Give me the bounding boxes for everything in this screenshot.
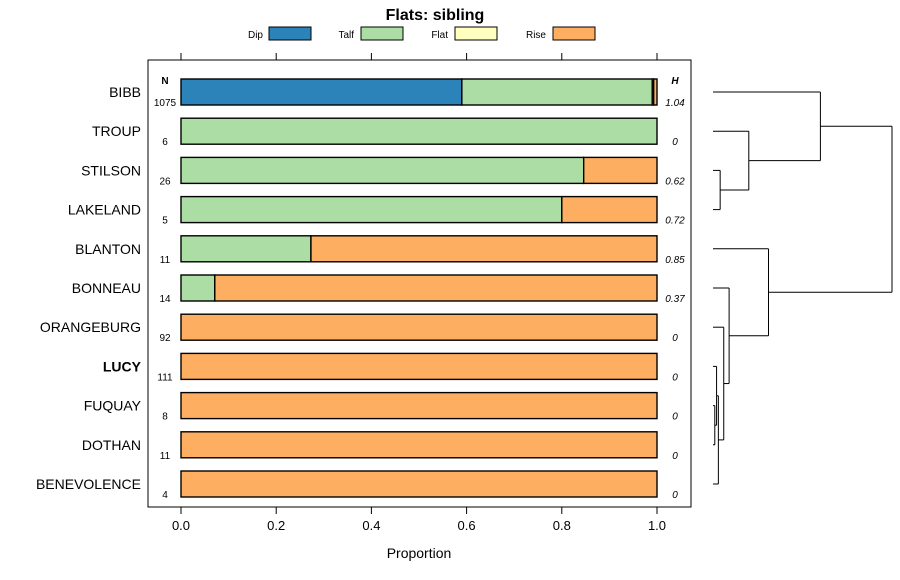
n-value: 111 [157, 372, 173, 383]
category-label-benevolence: BENEVOLENCE [36, 476, 141, 492]
legend-swatch-rise [552, 26, 596, 41]
legend-swatch-talf [360, 26, 404, 41]
h-value: 0.72 [665, 216, 685, 227]
h-header: H [671, 76, 679, 87]
bar-rows: BIBB 1075 1.04 TROUP 6 0 STILSON 26 0.62 LAKELAND… [36, 78, 685, 501]
plot-frame [147, 59, 692, 508]
bar-segment-rise [652, 78, 658, 106]
category-label-stilson: STILSON [81, 162, 141, 178]
bar-segment-talf [461, 78, 653, 106]
category-label-fuquay: FUQUAY [84, 398, 142, 414]
category-label-bibb: BIBB [109, 84, 141, 100]
h-value: 0 [672, 333, 678, 344]
x-tick-label: 0.8 [553, 518, 571, 533]
h-value: 0 [672, 137, 678, 148]
x-axis: 0.0 0.2 0.4 0.6 0.8 1.0 [172, 53, 666, 533]
bar-segment-talf [180, 117, 658, 145]
legend-swatch-dip [268, 26, 312, 41]
bar-segment-rise [214, 274, 658, 302]
h-value: 0.37 [665, 294, 685, 305]
n-value: 11 [160, 451, 171, 462]
bar-segment-talf [180, 274, 216, 302]
bar-segment-talf [180, 235, 312, 263]
bar-segment-rise [310, 235, 658, 263]
n-value: 14 [159, 294, 171, 305]
x-tick-label: 0.4 [362, 518, 380, 533]
n-value: 6 [162, 137, 168, 148]
category-label-troup: TROUP [92, 123, 141, 139]
category-label-bonneau: BONNEAU [72, 280, 141, 296]
bar-segment-rise [582, 156, 658, 185]
h-value: 0.85 [665, 255, 685, 266]
category-label-lucy: LUCY [103, 358, 142, 374]
legend-label-flat: Flat [431, 30, 448, 41]
bar-segment-rise [180, 470, 658, 498]
n-header: N [161, 76, 168, 87]
legend-label-dip: Dip [248, 30, 263, 41]
legend-swatch-flat [454, 26, 498, 41]
n-value: 26 [159, 176, 171, 187]
n-value: 4 [162, 490, 168, 501]
n-value: 11 [160, 255, 171, 266]
x-axis-title: Proportion [387, 545, 452, 561]
x-tick-label: 0.0 [172, 518, 190, 533]
bar-segment-talf [180, 195, 563, 224]
legend: Dip Talf Flat Rise [248, 26, 596, 41]
dendrogram [713, 91, 893, 485]
x-tick-label: 0.2 [267, 518, 285, 533]
legend-label-rise: Rise [526, 30, 546, 41]
category-label-dothan: DOTHAN [82, 437, 141, 453]
legend-label-talf: Talf [338, 30, 354, 41]
bar-segment-talf [180, 156, 585, 185]
h-value: 0 [672, 451, 678, 462]
h-value: 1.04 [665, 98, 685, 109]
n-value: 8 [162, 412, 168, 423]
bar-segment-dip [180, 78, 463, 106]
category-label-orangeburg: ORANGEBURG [40, 319, 141, 335]
x-tick-label: 1.0 [648, 518, 666, 533]
h-value: 0.62 [665, 176, 685, 187]
n-value: 92 [159, 333, 171, 344]
bar-segment-rise [180, 431, 658, 459]
h-value: 0 [672, 372, 678, 383]
bar-segment-rise [561, 195, 658, 224]
category-label-blanton: BLANTON [75, 241, 141, 257]
bar-segment-rise [180, 391, 658, 420]
bar-segment-rise [180, 352, 658, 381]
bar-segment-rise [180, 313, 658, 341]
chart-title: Flats: sibling [386, 7, 485, 24]
h-value: 0 [672, 490, 678, 501]
n-value: 5 [162, 216, 168, 227]
n-value: 1075 [154, 98, 177, 109]
category-label-lakeland: LAKELAND [68, 202, 141, 218]
h-value: 0 [672, 412, 678, 423]
x-tick-label: 0.6 [458, 518, 476, 533]
